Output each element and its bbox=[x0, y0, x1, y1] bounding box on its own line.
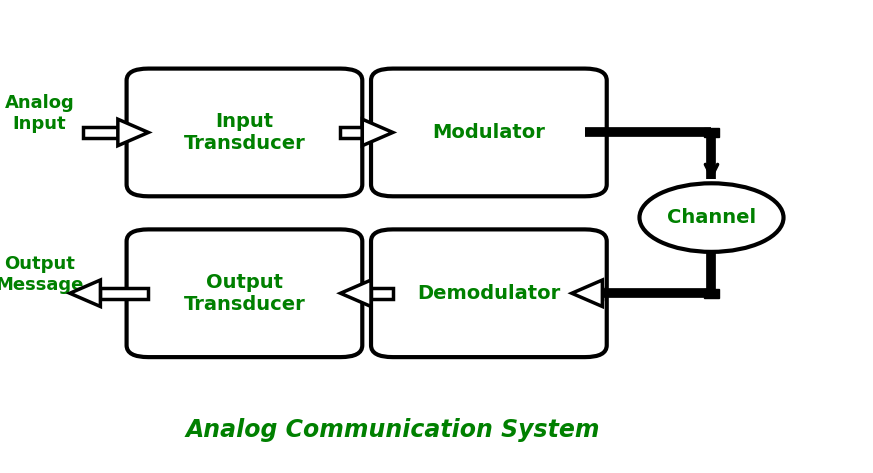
Polygon shape bbox=[362, 119, 393, 146]
FancyBboxPatch shape bbox=[371, 288, 393, 299]
Text: Output
Transducer: Output Transducer bbox=[183, 273, 306, 314]
FancyBboxPatch shape bbox=[100, 288, 148, 299]
FancyBboxPatch shape bbox=[371, 229, 607, 357]
FancyBboxPatch shape bbox=[127, 229, 362, 357]
Polygon shape bbox=[118, 119, 148, 146]
FancyBboxPatch shape bbox=[598, 288, 602, 299]
FancyBboxPatch shape bbox=[704, 128, 719, 137]
Text: Demodulator: Demodulator bbox=[417, 284, 560, 303]
Polygon shape bbox=[70, 280, 100, 307]
FancyBboxPatch shape bbox=[340, 127, 362, 138]
Polygon shape bbox=[340, 280, 371, 307]
Text: Modulator: Modulator bbox=[432, 123, 546, 142]
FancyBboxPatch shape bbox=[127, 69, 362, 196]
FancyBboxPatch shape bbox=[371, 69, 607, 196]
Text: Output
Message: Output Message bbox=[0, 255, 84, 294]
Text: Analog
Input: Analog Input bbox=[4, 94, 74, 133]
FancyBboxPatch shape bbox=[704, 289, 719, 298]
FancyBboxPatch shape bbox=[83, 127, 118, 138]
Text: Analog Communication System: Analog Communication System bbox=[186, 419, 600, 442]
Text: Input
Transducer: Input Transducer bbox=[183, 112, 306, 153]
Polygon shape bbox=[572, 280, 602, 307]
Ellipse shape bbox=[639, 184, 784, 252]
Text: Channel: Channel bbox=[667, 208, 756, 227]
